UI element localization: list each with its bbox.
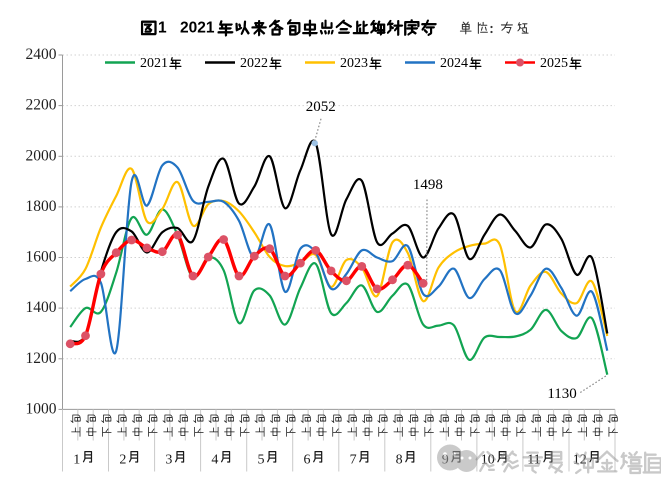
svg-text:1: 1: [73, 453, 80, 468]
svg-text:8: 8: [396, 453, 403, 468]
svg-text:1498: 1498: [413, 177, 443, 193]
svg-text:6: 6: [304, 453, 311, 468]
svg-text:4: 4: [211, 453, 218, 468]
svg-text:2400: 2400: [26, 46, 57, 63]
svg-text:2022: 2022: [240, 56, 268, 71]
svg-text:2025: 2025: [540, 56, 568, 71]
svg-text:2: 2: [119, 453, 126, 468]
svg-text:5: 5: [258, 453, 265, 468]
svg-text:1000: 1000: [26, 400, 57, 417]
svg-text:1: 1: [158, 20, 167, 37]
svg-text:1800: 1800: [26, 198, 57, 215]
svg-text:1200: 1200: [26, 350, 57, 367]
svg-text:7: 7: [350, 453, 357, 468]
svg-text:1130: 1130: [547, 386, 576, 402]
svg-text:2021: 2021: [180, 20, 215, 37]
svg-text:2021: 2021: [140, 56, 168, 71]
svg-text:2052: 2052: [306, 99, 336, 115]
svg-text:2024: 2024: [440, 56, 468, 71]
svg-text:2000: 2000: [26, 147, 57, 164]
svg-text:1600: 1600: [26, 249, 57, 266]
svg-text:2023: 2023: [340, 56, 368, 71]
svg-text:2200: 2200: [26, 97, 57, 114]
svg-text:1400: 1400: [26, 299, 57, 316]
svg-text:3: 3: [165, 453, 172, 468]
